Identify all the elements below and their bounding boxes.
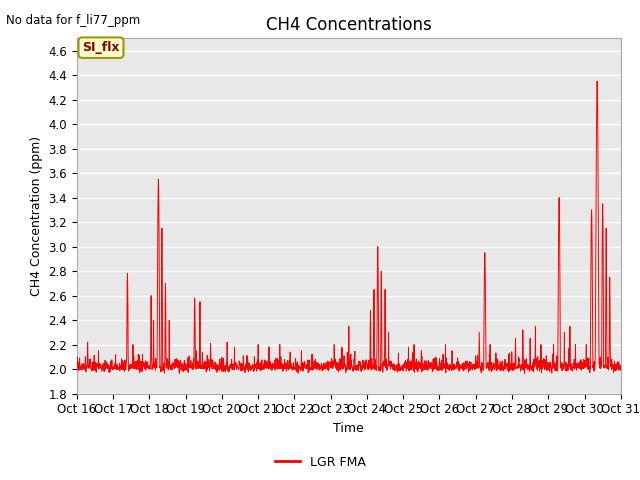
Legend: LGR FMA: LGR FMA [269,451,371,474]
Title: CH4 Concentrations: CH4 Concentrations [266,16,431,34]
Y-axis label: CH4 Concentration (ppm): CH4 Concentration (ppm) [30,136,43,296]
Text: No data for f_li77_ppm: No data for f_li77_ppm [6,14,141,27]
X-axis label: Time: Time [333,422,364,435]
Text: SI_flx: SI_flx [82,41,120,54]
